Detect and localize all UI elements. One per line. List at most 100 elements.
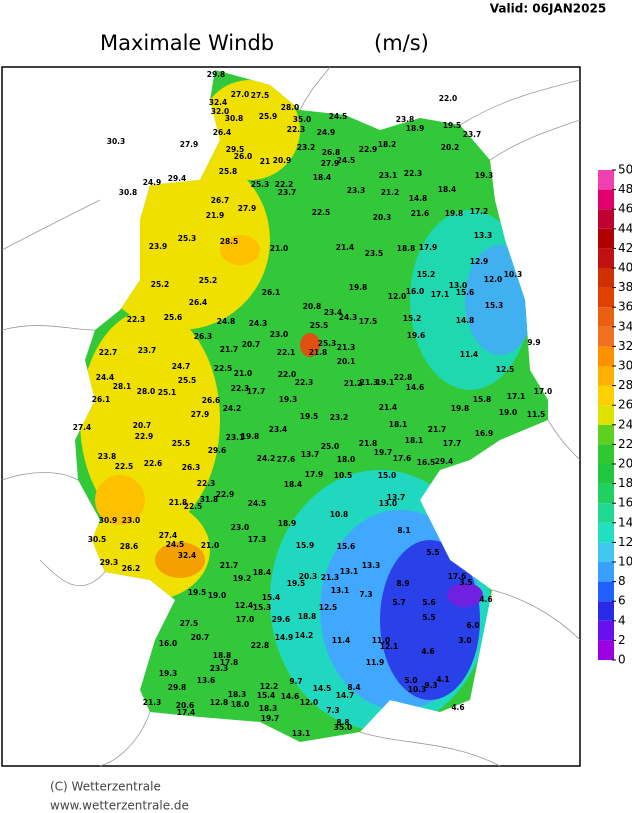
station-value: 13.3: [474, 231, 493, 240]
station-value: 15.2: [417, 270, 436, 279]
colorbar-segment: [598, 248, 614, 268]
colorbar-label: 38: [618, 280, 632, 294]
station-value: 9.3: [424, 681, 437, 690]
colorbar-label: 12: [618, 535, 632, 549]
wind-field: [75, 70, 548, 742]
station-value: 26.7: [211, 196, 230, 205]
station-value: 14.6: [281, 692, 300, 701]
colorbar-segment: [598, 385, 614, 406]
station-value: 25.0: [321, 442, 340, 451]
station-value: 30.5: [88, 535, 107, 544]
station-value: 20.7: [133, 421, 152, 430]
station-value: 17.9: [419, 243, 438, 252]
station-value: 26.8: [322, 148, 341, 157]
station-value: 13.3: [362, 561, 381, 570]
station-value: 25.1: [158, 388, 177, 397]
station-value: 19.3: [279, 395, 298, 404]
station-value: 27.5: [180, 619, 199, 628]
station-value: 22.3: [287, 125, 306, 134]
colorbar-label: 22: [618, 437, 632, 451]
colorbar-label: 20: [618, 457, 632, 471]
station-value: 27.9: [321, 159, 340, 168]
station-value: 5.6: [422, 598, 435, 607]
station-value: 7.3: [326, 706, 339, 715]
station-value: 10.8: [330, 510, 349, 519]
station-value: 24.5: [329, 112, 348, 121]
station-value: 14.6: [406, 383, 425, 392]
station-value: 19.7: [374, 448, 393, 457]
station-value: 18.3: [259, 704, 278, 713]
station-value: 15.0: [378, 471, 397, 480]
station-value: 30.9: [99, 516, 118, 525]
station-value: 25.2: [151, 280, 170, 289]
station-value: 22.9: [359, 145, 378, 154]
station-value: 22.5: [115, 462, 134, 471]
source-url: www.wetterzentrale.de: [50, 799, 189, 813]
station-value: 24.8: [217, 317, 236, 326]
station-value: 28.1: [113, 382, 132, 391]
station-value: 21.9: [206, 211, 225, 220]
colorbar-label: 8: [618, 574, 626, 588]
station-value: 17.1: [431, 290, 450, 299]
station-value: 7.3: [359, 590, 372, 599]
station-value: 19.0: [499, 408, 518, 417]
station-value: 25.3: [251, 180, 270, 189]
station-value: 23.1: [379, 171, 398, 180]
station-value: 12.5: [319, 603, 338, 612]
station-value: 12.0: [300, 698, 319, 707]
station-value: 4.6: [451, 703, 464, 712]
station-value: 17.4: [177, 708, 196, 717]
colorbar-label: 10: [618, 555, 632, 569]
station-value: 18.3: [228, 690, 247, 699]
station-value: 35.0: [293, 115, 312, 124]
station-value: 17.7: [443, 439, 462, 448]
station-value: 12.4: [235, 601, 254, 610]
station-value: 17.3: [248, 535, 267, 544]
station-value: 5.5: [422, 613, 435, 622]
colorbar-label: 2: [618, 633, 626, 647]
station-value: 18.0: [337, 455, 356, 464]
station-value: 18.4: [253, 568, 272, 577]
station-value: 29.6: [272, 615, 291, 624]
colorbar-label: 46: [618, 202, 632, 216]
station-value: 12.9: [470, 257, 489, 266]
station-value: 18.0: [231, 700, 250, 709]
station-value: 22.3: [197, 479, 216, 488]
colorbar-label: 34: [618, 319, 632, 333]
station-value: 29.3: [100, 558, 119, 567]
station-value: 19.0: [208, 591, 227, 600]
colorbar-segment: [598, 620, 614, 641]
station-value: 30.8: [119, 188, 138, 197]
colorbar-segment: [598, 640, 614, 660]
station-value: 18.1: [389, 420, 408, 429]
station-value: 13.0: [449, 281, 468, 290]
station-value: 20.9: [273, 156, 292, 165]
station-value: 22.9: [216, 490, 235, 499]
station-value: 19.8: [451, 404, 470, 413]
station-value: 25.2: [199, 276, 218, 285]
colorbar-segment: [598, 228, 614, 249]
station-value: 23.8: [396, 115, 415, 124]
station-value: 21.3: [337, 343, 356, 352]
colorbar-label: 4: [618, 613, 626, 627]
station-value: 22.0: [439, 94, 458, 103]
station-value: 9.7: [289, 677, 302, 686]
station-value: 24.7: [172, 362, 191, 371]
station-value: 19.5: [188, 588, 207, 597]
station-value: 21.4: [336, 243, 355, 252]
station-value: 12.8: [210, 698, 229, 707]
station-value: 20.1: [337, 357, 356, 366]
station-value: 29.6: [208, 446, 227, 455]
station-value: 32.4: [209, 98, 228, 107]
station-value: 21.0: [234, 369, 253, 378]
station-value: 28.6: [120, 542, 139, 551]
colorbar-segment: [598, 542, 614, 562]
station-value: 16.5: [417, 458, 436, 467]
colorbar-segment: [598, 209, 614, 229]
station-value: 24.2: [223, 404, 242, 413]
copyright: (C) Wetterzentrale: [50, 780, 161, 794]
station-value: 3.5: [459, 578, 472, 587]
station-value: 17.6: [448, 572, 467, 581]
